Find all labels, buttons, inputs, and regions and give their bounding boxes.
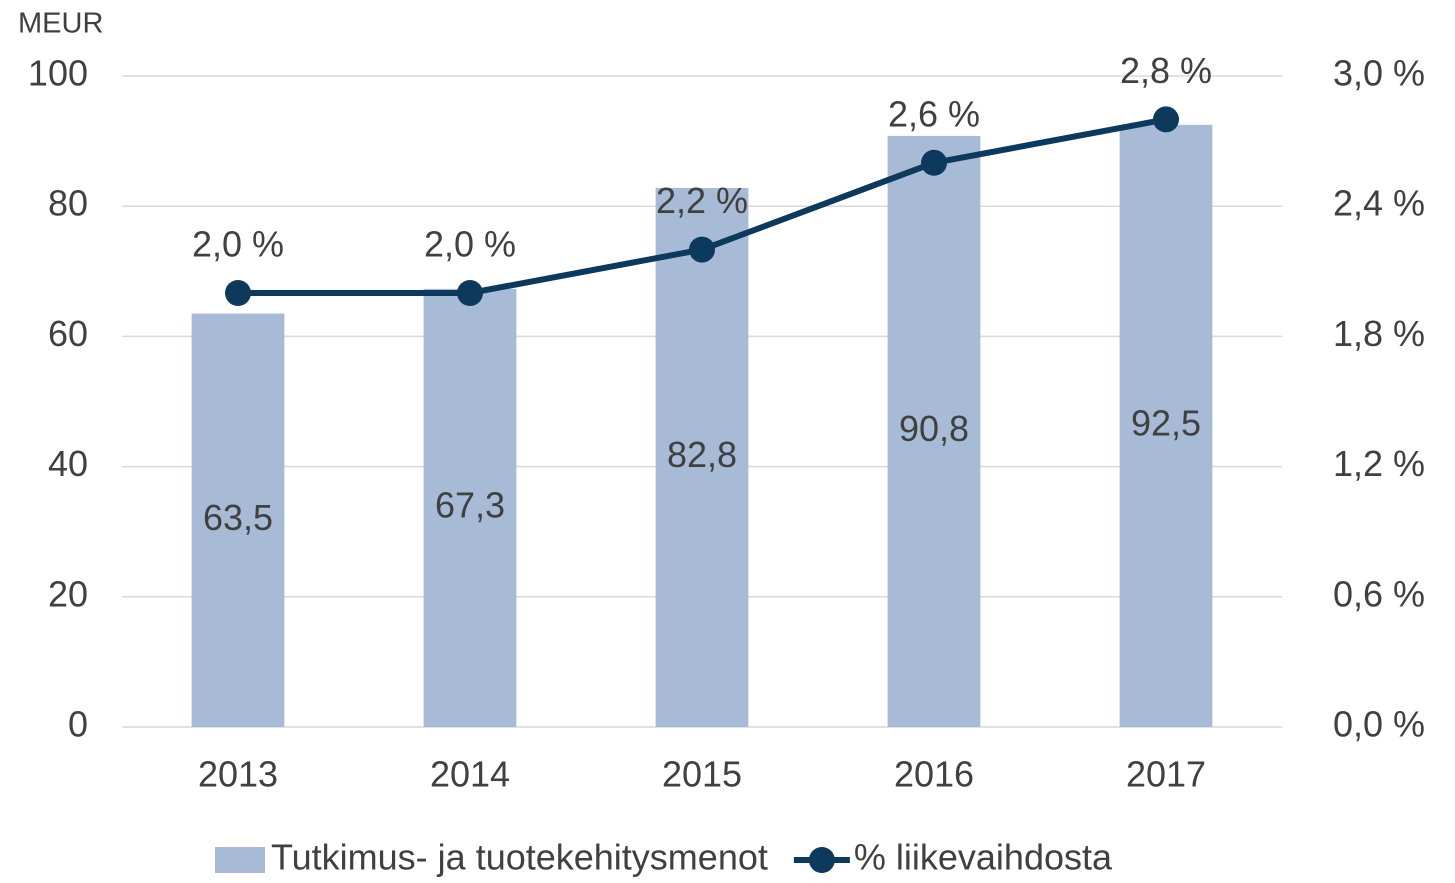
line-marker xyxy=(457,280,483,306)
line-marker xyxy=(689,236,715,263)
x-tick-label: 2015 xyxy=(662,754,742,795)
y-tick-label: 100 xyxy=(28,53,88,94)
x-tick-label: 2014 xyxy=(430,754,510,795)
y-tick-label: 0 xyxy=(68,704,88,745)
bar-value-label: 63,5 xyxy=(203,497,273,538)
y2-tick-label: 1,8 % xyxy=(1333,313,1425,354)
line-value-label: 2,6 % xyxy=(888,93,980,134)
legend-label: % liikevaihdosta xyxy=(854,837,1113,878)
bar xyxy=(655,187,749,728)
y2-tick-label: 0,0 % xyxy=(1333,704,1425,745)
line-marker xyxy=(1153,106,1179,133)
y-tick-label: 80 xyxy=(48,183,88,224)
line-marker xyxy=(921,149,947,176)
line-marker xyxy=(225,280,251,306)
y-tick-label: 60 xyxy=(48,313,88,354)
line-value-label: 2,0 % xyxy=(424,224,516,265)
y2-tick-label: 1,2 % xyxy=(1333,443,1425,484)
bar xyxy=(423,288,517,727)
bar-value-label: 92,5 xyxy=(1131,402,1201,443)
x-tick-label: 2016 xyxy=(894,754,974,795)
bar-value-label: 82,8 xyxy=(667,434,737,475)
x-tick-label: 2017 xyxy=(1126,754,1206,795)
line-value-label: 2,2 % xyxy=(656,180,748,221)
y-tick-label: 40 xyxy=(48,443,88,484)
line-value-label: 2,8 % xyxy=(1120,50,1212,91)
y-tick-label: 20 xyxy=(48,573,88,614)
y2-tick-label: 2,4 % xyxy=(1333,183,1425,224)
y2-tick-label: 0,6 % xyxy=(1333,573,1425,614)
bar xyxy=(1119,124,1213,727)
legend-swatch-marker xyxy=(808,847,835,873)
bar-value-label: 67,3 xyxy=(435,484,505,525)
x-tick-label: 2013 xyxy=(198,754,278,795)
legend-label: Tutkimus- ja tuotekehitysmenot xyxy=(271,837,768,878)
bar xyxy=(887,135,981,728)
legend-swatch xyxy=(215,847,265,873)
bar xyxy=(191,313,285,727)
y2-tick-label: 3,0 % xyxy=(1333,53,1425,94)
bar-value-label: 90,8 xyxy=(899,408,969,449)
y-axis-label: MEUR xyxy=(18,8,103,40)
line-value-label: 2,0 % xyxy=(192,224,284,265)
